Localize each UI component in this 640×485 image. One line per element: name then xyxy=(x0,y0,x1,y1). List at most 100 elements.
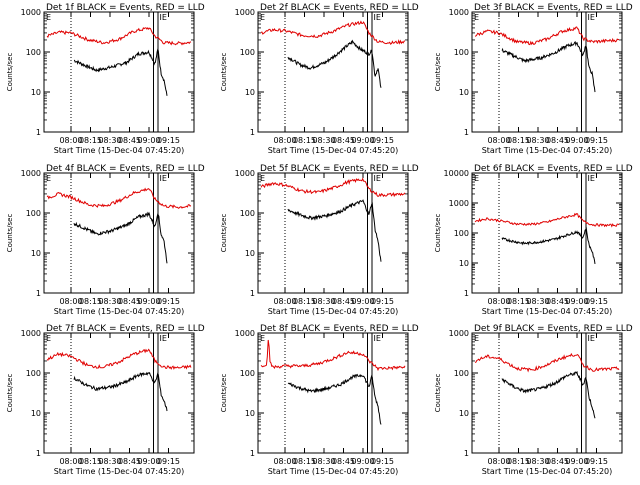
x-tick-label: 09:15 xyxy=(157,297,180,306)
plot-frame xyxy=(471,172,623,294)
y-tick-label: 100 xyxy=(26,209,41,218)
panel-title: Det 7f BLACK = Events, RED = LLD xyxy=(46,324,205,334)
x-tick-label: 08:45 xyxy=(332,457,355,466)
y-axis-label: Counts/sec xyxy=(220,53,228,92)
x-tick-label: 08:30 xyxy=(312,297,335,306)
series-lld-line xyxy=(260,339,406,372)
x-axis-label: Start Time (15-Dec-04 07:45:20) xyxy=(268,146,399,155)
x-tick-label: 08:30 xyxy=(526,297,549,306)
series-lld-line xyxy=(46,348,192,370)
x-tick-label: 09:15 xyxy=(585,136,608,145)
panel-title: Det 9f BLACK = Events, RED = LLD xyxy=(474,324,633,334)
x-tick-label: 08:15 xyxy=(507,136,530,145)
x-axis-label: Start Time (15-Dec-04 07:45:20) xyxy=(482,467,613,476)
x-axis-label: Start Time (15-Dec-04 07:45:20) xyxy=(54,467,185,476)
x-tick-label: 08:45 xyxy=(546,136,569,145)
y-tick-label: 10 xyxy=(31,409,41,418)
panel-title: Det 4f BLACK = Events, RED = LLD xyxy=(46,164,205,174)
y-tick-label: 1000 xyxy=(449,199,469,208)
series-lld-line xyxy=(260,20,406,45)
x-tick-label: 08:15 xyxy=(79,457,102,466)
x-tick-label: 09:15 xyxy=(371,136,394,145)
marker-e-left: E xyxy=(260,174,265,183)
panel-det-7: Det 7f BLACK = Events, RED = LLD 1 10 100 10… xyxy=(6,324,205,476)
series-events-line xyxy=(73,371,168,412)
x-tick-label: 09:15 xyxy=(371,297,394,306)
y-tick-label: 10 xyxy=(459,259,469,268)
y-tick-label: 1000 xyxy=(235,169,255,178)
y-tick-label: 1000 xyxy=(21,169,41,178)
plot-frame xyxy=(43,11,195,133)
y-tick-label: 100 xyxy=(240,209,255,218)
panel-title: Det 5f BLACK = Events, RED = LLD xyxy=(260,164,419,174)
x-tick-label: 08:00 xyxy=(273,457,296,466)
panel-det-4: Det 4f BLACK = Events, RED = LLD 1 10 100 10… xyxy=(6,164,205,316)
x-tick-label: 09:00 xyxy=(565,136,588,145)
y-axis-label: Counts/sec xyxy=(434,374,442,413)
x-tick-label: 08:45 xyxy=(546,457,569,466)
y-tick-label: 100 xyxy=(26,48,41,57)
y-axis-label: Counts/sec xyxy=(220,214,228,253)
x-tick-label: 08:45 xyxy=(118,457,141,466)
x-tick-label: 08:00 xyxy=(59,457,82,466)
x-tick-label: 09:00 xyxy=(137,457,160,466)
x-tick-label: 09:15 xyxy=(157,136,180,145)
series-lld-line xyxy=(474,26,620,46)
plot-frame xyxy=(43,332,195,454)
x-tick-label: 08:15 xyxy=(507,457,530,466)
plot-frame xyxy=(257,172,409,294)
x-tick-label: 08:30 xyxy=(312,136,335,145)
y-tick-label: 1000 xyxy=(235,329,255,338)
x-tick-label: 08:15 xyxy=(79,297,102,306)
y-axis-label: Counts/sec xyxy=(220,374,228,413)
y-axis-label: Counts/sec xyxy=(6,53,14,92)
x-axis-label: Start Time (15-Dec-04 07:45:20) xyxy=(482,146,613,155)
y-axis-label: Counts/sec xyxy=(6,214,14,253)
marker-ie-right: IE xyxy=(160,334,167,343)
y-tick-label: 10 xyxy=(245,249,255,258)
y-tick-label: 100 xyxy=(454,229,469,238)
y-tick-label: 10 xyxy=(245,409,255,418)
y-tick-label: 100 xyxy=(240,369,255,378)
y-tick-label: 1 xyxy=(250,289,255,298)
x-tick-label: 09:00 xyxy=(137,136,160,145)
y-tick-label: 1000 xyxy=(21,8,41,17)
x-tick-label: 08:00 xyxy=(59,136,82,145)
y-tick-label: 1 xyxy=(464,128,469,137)
x-tick-label: 09:15 xyxy=(157,457,180,466)
panel-det-3: Det 3f BLACK = Events, RED = LLD 1 10 100 10… xyxy=(434,3,633,155)
x-tick-label: 08:15 xyxy=(293,457,316,466)
x-tick-label: 09:15 xyxy=(585,297,608,306)
marker-e-left: E xyxy=(260,334,265,343)
y-tick-label: 10 xyxy=(245,88,255,97)
marker-e-left: E xyxy=(46,13,51,22)
x-tick-label: 08:00 xyxy=(487,297,510,306)
marker-ie-right: IE xyxy=(588,13,595,22)
y-tick-label: 1 xyxy=(36,128,41,137)
x-tick-label: 08:00 xyxy=(273,297,296,306)
panel-det-1: Det 1f BLACK = Events, RED = LLD 1 10 100 10… xyxy=(6,3,205,155)
y-tick-label: 1 xyxy=(464,449,469,458)
x-tick-label: 09:15 xyxy=(585,457,608,466)
marker-ie-right: IE xyxy=(160,174,167,183)
x-axis-label: Start Time (15-Dec-04 07:45:20) xyxy=(268,307,399,316)
panel-det-8: Det 8f BLACK = Events, RED = LLD 1 10 100 10… xyxy=(220,324,419,476)
series-lld-line xyxy=(474,352,620,373)
y-tick-label: 10000 xyxy=(444,169,469,178)
x-tick-label: 09:00 xyxy=(351,297,374,306)
y-tick-label: 100 xyxy=(454,369,469,378)
panel-det-2: Det 2f BLACK = Events, RED = LLD 1 10 100 10… xyxy=(220,3,419,155)
x-tick-label: 08:30 xyxy=(98,297,121,306)
x-tick-label: 08:00 xyxy=(273,136,296,145)
x-tick-label: 08:15 xyxy=(507,297,530,306)
x-tick-label: 09:00 xyxy=(351,457,374,466)
series-lld-line xyxy=(474,212,620,228)
y-tick-label: 1000 xyxy=(449,329,469,338)
x-tick-label: 08:15 xyxy=(293,297,316,306)
x-tick-label: 08:45 xyxy=(332,297,355,306)
y-tick-label: 10 xyxy=(31,88,41,97)
plot-frame xyxy=(257,332,409,454)
x-axis-label: Start Time (15-Dec-04 07:45:20) xyxy=(268,467,399,476)
